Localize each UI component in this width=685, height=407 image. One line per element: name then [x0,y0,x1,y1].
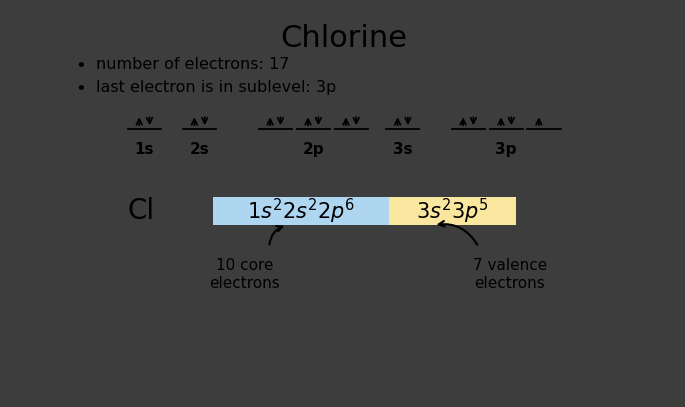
Text: $1s^22s^22p^6$: $1s^22s^22p^6$ [247,196,355,225]
Text: 10 core
electrons: 10 core electrons [210,258,280,291]
Text: 2s: 2s [190,142,210,157]
Bar [213,197,389,225]
Text: Cl: Cl [127,197,155,225]
Text: 3s: 3s [393,142,412,157]
Text: •: • [75,57,86,75]
Text: $3s^23p^5$: $3s^23p^5$ [416,196,489,225]
Bar [389,197,516,225]
Text: 7 valence
electrons: 7 valence electrons [473,258,547,291]
Text: 1s: 1s [135,142,154,157]
Text: 3p: 3p [495,142,517,157]
Text: •: • [75,81,86,98]
Text: last electron is in sublevel: 3p: last electron is in sublevel: 3p [96,81,336,95]
Text: Chlorine: Chlorine [281,24,408,53]
Text: number of electrons: 17: number of electrons: 17 [96,57,290,72]
Text: 2p: 2p [302,142,324,157]
